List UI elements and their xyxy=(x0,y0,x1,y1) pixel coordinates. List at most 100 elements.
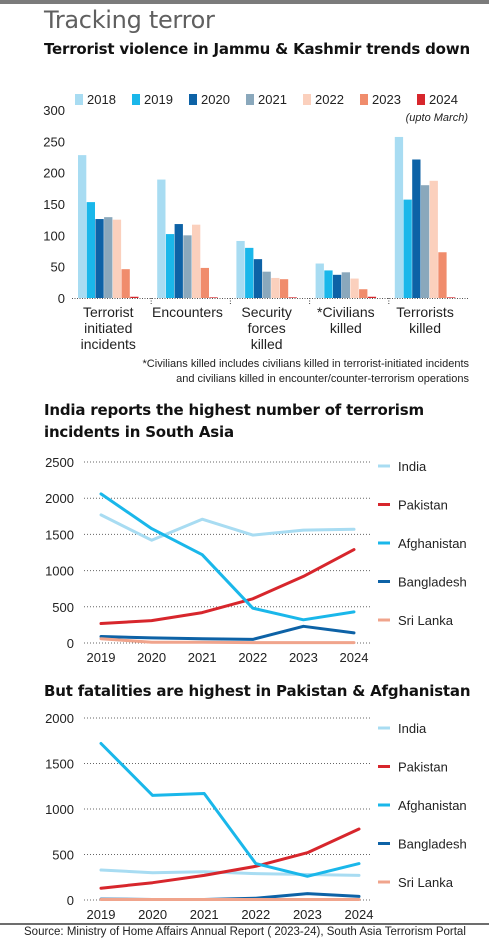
footnote-line: *Civilians killed includes civilians kil… xyxy=(142,358,469,370)
bar xyxy=(95,219,104,298)
bar xyxy=(192,224,201,298)
x-tick-label: 2020 xyxy=(138,907,167,921)
bar xyxy=(420,185,430,298)
bar xyxy=(262,271,271,298)
legend-label: Pakistan xyxy=(398,760,448,775)
source-note: Source: Ministry of Home Affairs Annual … xyxy=(24,926,466,938)
bar xyxy=(412,159,421,298)
legend-swatch xyxy=(189,94,197,105)
y-tick-label: 1500 xyxy=(45,757,74,772)
y-tick-label: 250 xyxy=(43,134,65,149)
bar xyxy=(253,259,263,298)
incidents-line-chart: 0 500 1000 1500 2000 2500 2019 2020 2021 2022 2023… xyxy=(45,455,467,665)
category-label: initiated xyxy=(84,320,132,336)
y-tick-label: 500 xyxy=(52,848,74,863)
y-tick-label: 0 xyxy=(67,893,74,908)
y-tick-label: 1500 xyxy=(45,527,74,542)
legend-swatch xyxy=(417,94,425,105)
bar xyxy=(245,247,254,298)
bar xyxy=(288,297,297,298)
bar xyxy=(359,289,368,298)
x-tick-label: 2023 xyxy=(289,650,318,665)
legend-label: Afghanistan xyxy=(398,798,467,813)
x-tick-label: 2022 xyxy=(238,650,267,665)
category-label: forces xyxy=(248,320,286,336)
bar xyxy=(236,240,245,298)
bar xyxy=(394,136,404,298)
incidents-chart-title-line: India reports the highest number of terr… xyxy=(44,401,424,419)
bar xyxy=(271,277,280,298)
y-tick-label: 100 xyxy=(43,228,65,243)
fatalities-line-chart: 0 500 1000 1500 2000 2019 2020 2021 2022 2023 2024… xyxy=(45,711,467,921)
legend-label: India xyxy=(398,459,427,474)
bar xyxy=(341,272,350,298)
series-line xyxy=(99,827,361,890)
bar xyxy=(121,269,130,298)
legend-label: Sri Lanka xyxy=(398,613,454,628)
x-tick-label: 2019 xyxy=(87,650,116,665)
legend-swatch xyxy=(360,94,368,105)
series-line xyxy=(99,513,356,542)
category-label: incidents xyxy=(81,336,136,350)
legend-label: Bangladesh xyxy=(398,837,467,852)
bar xyxy=(279,279,289,298)
bar xyxy=(165,234,175,298)
category-label: killed xyxy=(409,320,441,336)
bar xyxy=(112,219,122,298)
legend-swatch xyxy=(132,94,140,105)
bar xyxy=(367,296,377,298)
category-label: Encounters xyxy=(152,304,223,320)
legend-label: Bangladesh xyxy=(398,575,467,590)
legend-swatch xyxy=(303,94,311,105)
bar xyxy=(350,278,359,298)
y-tick-label: 150 xyxy=(43,197,65,212)
incidents-chart-title: India reports the highest number of terr… xyxy=(44,399,424,443)
bar xyxy=(130,296,139,298)
category-label: killed xyxy=(251,336,283,350)
bar xyxy=(438,252,447,298)
bar xyxy=(86,202,95,298)
legend-label: 2022 xyxy=(315,92,344,107)
x-tick-label: 2021 xyxy=(190,907,219,921)
legend-label: Pakistan xyxy=(398,498,448,513)
series-line xyxy=(99,492,356,622)
bar xyxy=(324,270,333,298)
legend-label: 2023 xyxy=(372,92,401,107)
y-tick-label: 2000 xyxy=(45,711,74,726)
category-label: *Civilians xyxy=(317,304,375,320)
legend-label: Afghanistan xyxy=(398,536,467,551)
y-tick-label: 500 xyxy=(52,600,74,615)
x-tick-label: 2020 xyxy=(137,650,166,665)
bottom-rule xyxy=(0,923,489,925)
legend-swatch xyxy=(246,94,254,105)
bar xyxy=(403,199,412,298)
legend-label: 2020 xyxy=(201,92,230,107)
legend-note: (upto March) xyxy=(406,112,469,124)
y-tick-label: 0 xyxy=(58,291,65,306)
x-tick-label: 2024 xyxy=(340,650,369,665)
bar xyxy=(104,217,113,298)
bar xyxy=(174,224,183,298)
y-tick-label: 0 xyxy=(67,636,74,651)
x-tick-label: 2019 xyxy=(87,907,116,921)
bar xyxy=(447,297,456,298)
bar-chart-title: Terrorist violence in Jammu & Kashmir tr… xyxy=(44,40,470,58)
legend-label: 2021 xyxy=(258,92,287,107)
x-tick-label: 2022 xyxy=(241,907,270,921)
bar xyxy=(200,267,209,298)
bar xyxy=(315,263,324,298)
top-rule xyxy=(0,0,489,4)
bar xyxy=(333,274,342,298)
x-tick-label: 2023 xyxy=(293,907,322,921)
y-tick-label: 2000 xyxy=(45,491,74,506)
y-tick-label: 1000 xyxy=(45,564,74,579)
legend-label: 2019 xyxy=(144,92,173,107)
x-tick-label: 2021 xyxy=(188,650,217,665)
legend-label: Sri Lanka xyxy=(398,875,454,890)
page-title: Tracking terror xyxy=(44,6,215,34)
series-line xyxy=(99,548,356,625)
bar xyxy=(209,297,218,298)
footnote-line: and civilians killed in encounter/counte… xyxy=(176,373,469,385)
y-tick-label: 50 xyxy=(51,260,65,275)
y-tick-label: 200 xyxy=(43,166,65,181)
